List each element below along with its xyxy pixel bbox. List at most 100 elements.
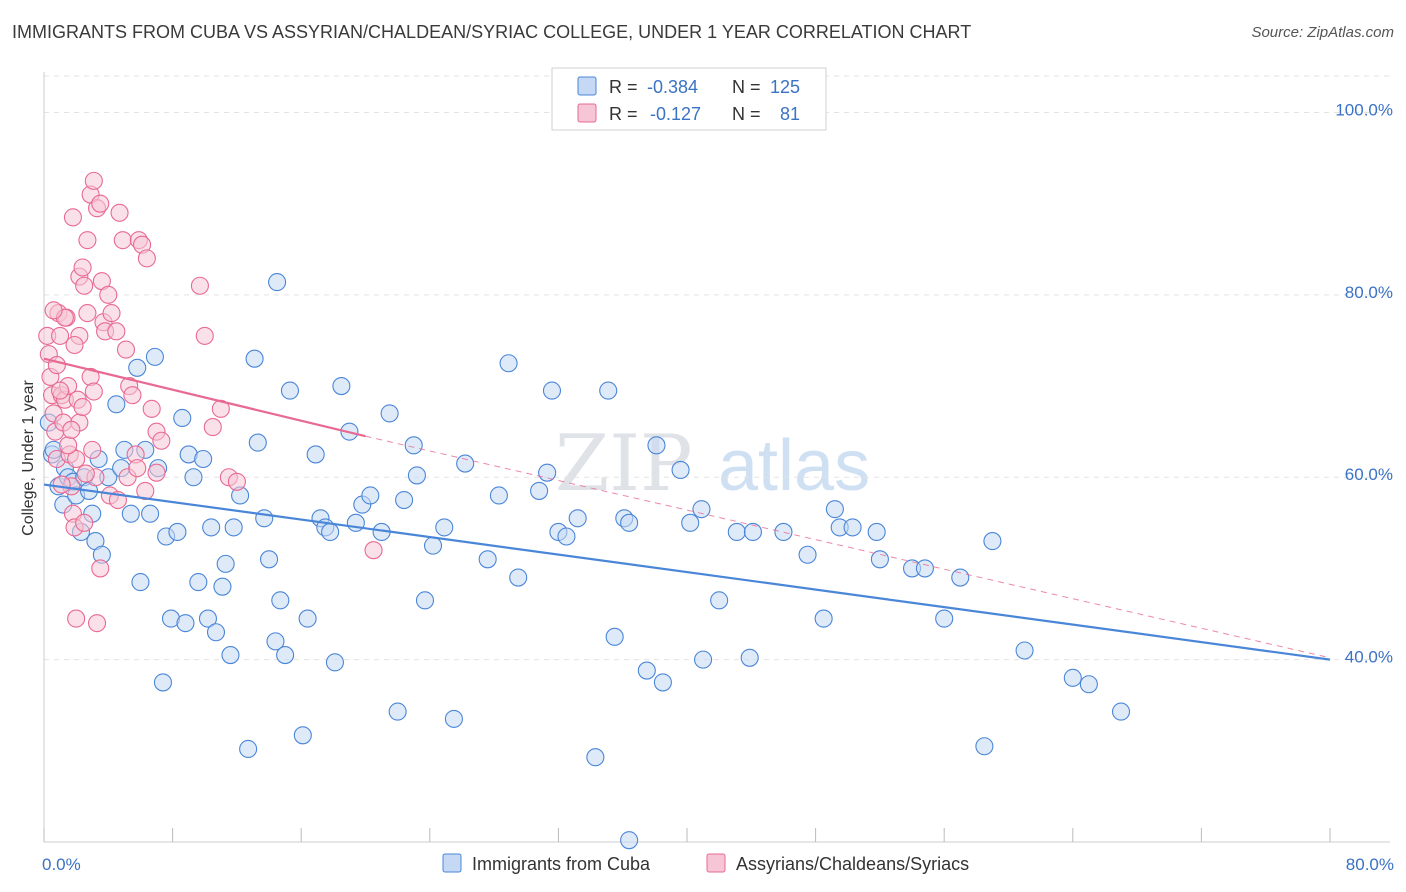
point-cuba [189,573,208,592]
point-cuba [542,381,562,400]
y-axis-title: College, Under 1 year [20,380,37,536]
point-cuba [128,358,147,377]
point-assyrian [44,301,63,320]
point-assyrian [203,418,222,437]
stats-n-label-pink: N = [732,104,761,124]
point-assyrian [113,231,132,250]
point-assyrian [87,614,107,633]
point-cuba [173,408,192,428]
point-cuba [681,513,700,532]
point-cuba [216,554,235,573]
point-cuba [141,504,160,523]
point-cuba [586,748,605,767]
point-cuba [271,591,290,610]
point-assyrian [78,231,97,250]
point-assyrian [47,356,66,375]
point-cuba [388,702,407,721]
point-cuba [843,518,862,537]
point-cuba [168,522,187,542]
gridlines [44,75,1390,661]
point-cuba [380,404,399,423]
point-cuba [268,273,287,292]
point-assyrian [84,382,103,401]
point-assyrian [147,463,166,482]
point-cuba [248,433,267,452]
point-cuba [198,609,218,628]
legend-label-cuba: Immigrants from Cuba [472,854,651,874]
point-cuba [774,522,793,542]
point-cuba [325,653,345,672]
point-assyrian [107,322,126,341]
point-cuba [224,518,243,537]
chart-title: IMMIGRANTS FROM CUBA VS ASSYRIAN/CHALDEA… [12,22,972,42]
point-assyrian [51,381,70,400]
stats-legend: R = -0.384 N = 125 R = -0.127 N = 81 [551,67,827,131]
point-assyrian [83,440,102,459]
stats-n-value-pink: 81 [780,104,800,124]
chart-source: Source: ZipAtlas.com [1251,24,1394,41]
stats-swatch-blue [577,76,597,96]
point-cuba [509,568,528,587]
point-cuba [599,381,618,400]
legend-label-assyrian: Assyrians/Chaldeans/Syriacs [736,854,969,874]
point-cuba [221,646,240,665]
legend-swatch-cuba [442,853,462,873]
point-cuba [293,726,312,745]
stats-n-label-blue: N = [732,77,761,97]
point-assyrian [116,340,136,359]
stats-r-label-blue: R = [609,77,638,97]
point-cuba [647,436,666,455]
bottom-legend: Immigrants from Cuba Assyrians/Chaldeans… [442,853,969,874]
point-cuba [557,527,576,546]
point-cuba [206,623,226,642]
point-cuba [395,490,414,510]
point-cuba [456,454,475,473]
point-cuba [1063,668,1082,687]
point-assyrian [52,475,71,494]
point-assyrian [51,326,70,345]
point-assyrian [123,386,142,405]
point-cuba [280,381,299,400]
point-cuba [743,522,762,542]
point-cuba [915,559,934,578]
point-assyrian [152,431,171,450]
point-cuba [121,504,140,523]
legend-swatch-assyrian [706,853,726,873]
point-cuba [983,532,1002,551]
point-assyrian [137,249,156,268]
point-cuba [692,500,711,519]
point-cuba [538,463,557,482]
trend-line-cuba [43,483,1331,661]
point-assyrian [99,285,118,304]
point-assyrian [364,541,383,560]
point-cuba [321,522,340,542]
y-axis-tick-labels: 40.0% 60.0% 80.0% 100.0% [1335,100,1393,666]
point-assyrian [73,397,92,417]
axes [43,72,1390,843]
stats-r-label-pink: R = [609,104,638,124]
point-cuba [653,673,672,692]
point-cuba [266,632,285,651]
watermark-atlas: atlas [718,426,870,506]
point-cuba [951,568,970,587]
point-cuba [798,545,817,564]
point-assyrian [227,472,246,491]
point-assyrian [91,559,110,578]
watermark-zip: ZIP [555,419,693,509]
y-tick-label: 40.0% [1345,648,1393,667]
point-cuba [332,376,351,396]
point-cuba [306,445,325,464]
point-assyrian [67,609,86,628]
x-min-label: 0.0% [42,855,81,874]
point-assyrian [65,335,84,355]
point-assyrian [190,276,209,295]
stats-n-value-blue: 125 [770,77,800,97]
point-assyrian [78,304,97,323]
point-assyrian [62,420,81,439]
point-cuba [1111,702,1131,721]
point-assyrian [195,326,214,345]
point-cuba [131,573,150,592]
point-cuba [276,646,295,665]
y-tick-label: 60.0% [1345,465,1393,484]
